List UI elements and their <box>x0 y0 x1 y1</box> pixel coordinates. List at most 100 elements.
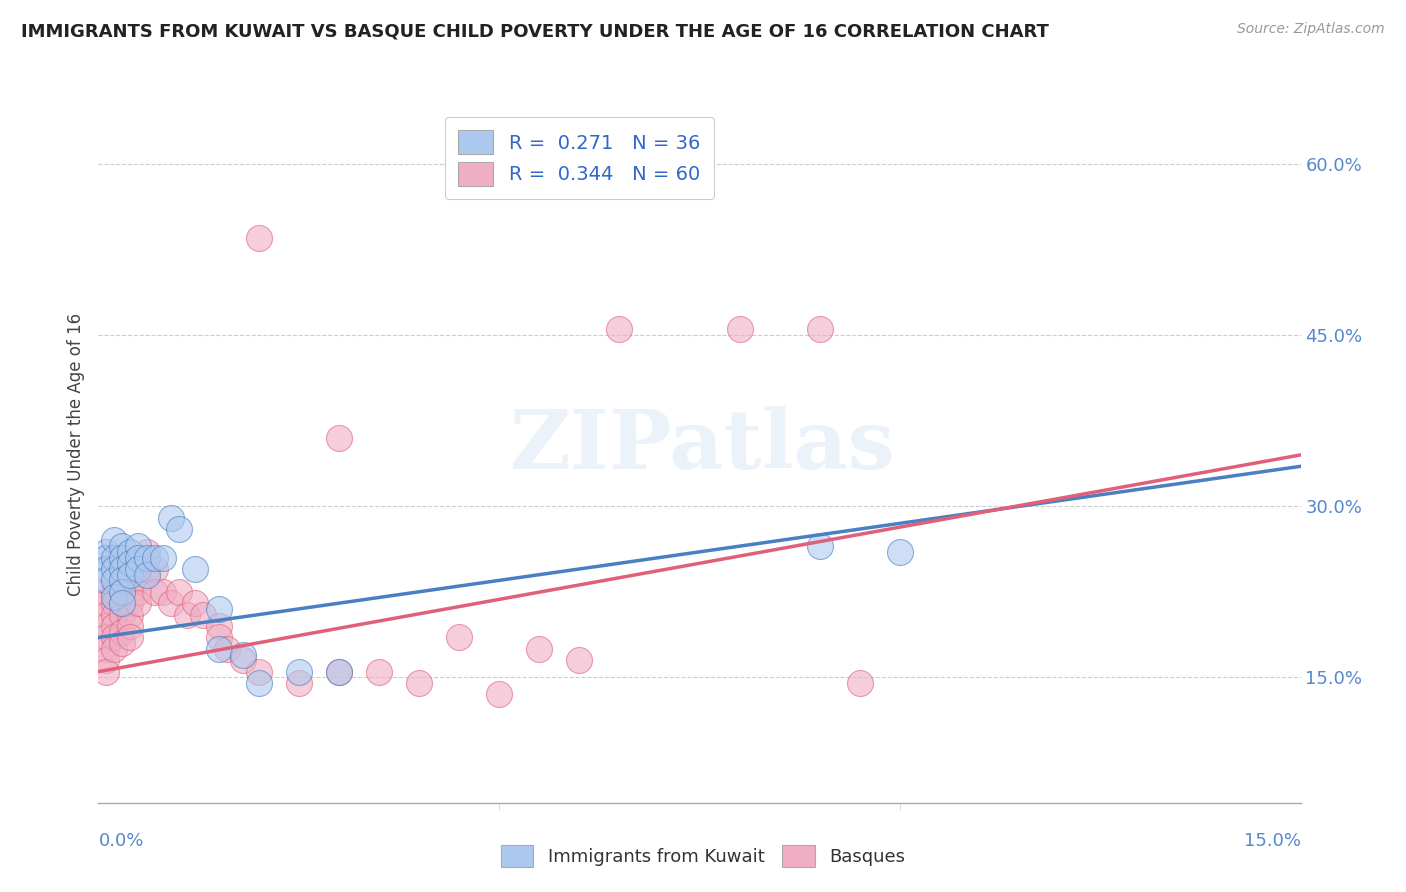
Point <box>568 653 591 667</box>
Point <box>135 567 157 582</box>
Text: ZIPatlas: ZIPatlas <box>510 406 896 486</box>
Point <box>111 550 134 565</box>
Point <box>232 648 254 662</box>
Point <box>215 641 238 656</box>
Point <box>96 584 118 599</box>
Point <box>96 562 118 576</box>
Point <box>447 631 470 645</box>
Point <box>103 596 125 610</box>
Point <box>111 574 134 588</box>
Text: IMMIGRANTS FROM KUWAIT VS BASQUE CHILD POVERTY UNDER THE AGE OF 16 CORRELATION C: IMMIGRANTS FROM KUWAIT VS BASQUE CHILD P… <box>21 22 1049 40</box>
Point <box>120 556 142 570</box>
Point <box>96 574 118 588</box>
Point <box>247 676 270 690</box>
Point <box>120 567 142 582</box>
Point <box>103 631 125 645</box>
Point <box>808 539 831 553</box>
Point <box>135 550 157 565</box>
Point <box>247 665 270 679</box>
Point <box>96 619 118 633</box>
Point <box>111 596 134 610</box>
Legend: Immigrants from Kuwait, Basques: Immigrants from Kuwait, Basques <box>494 838 912 874</box>
Point <box>288 676 311 690</box>
Text: 15.0%: 15.0% <box>1243 832 1301 850</box>
Point <box>96 631 118 645</box>
Point <box>96 653 118 667</box>
Point <box>368 665 391 679</box>
Point <box>167 522 190 536</box>
Point <box>111 584 134 599</box>
Point <box>183 596 205 610</box>
Point <box>111 539 134 553</box>
Point <box>120 545 142 559</box>
Point <box>208 619 231 633</box>
Point <box>111 607 134 622</box>
Point <box>96 596 118 610</box>
Point <box>128 550 150 565</box>
Point <box>191 607 214 622</box>
Point <box>96 545 118 559</box>
Point <box>96 641 118 656</box>
Point <box>120 584 142 599</box>
Point <box>889 545 911 559</box>
Point <box>111 636 134 650</box>
Point <box>111 567 134 582</box>
Point <box>143 562 166 576</box>
Point <box>128 562 150 576</box>
Point <box>103 641 125 656</box>
Point <box>208 641 231 656</box>
Point <box>849 676 872 690</box>
Point <box>159 596 181 610</box>
Point <box>128 596 150 610</box>
Point <box>103 574 125 588</box>
Point <box>288 665 311 679</box>
Point <box>103 584 125 599</box>
Point <box>103 562 125 576</box>
Point <box>120 574 142 588</box>
Point <box>728 322 751 336</box>
Point <box>232 653 254 667</box>
Point <box>159 510 181 524</box>
Point <box>111 624 134 639</box>
Point <box>152 584 174 599</box>
Point <box>120 596 142 610</box>
Point <box>103 533 125 548</box>
Point <box>152 550 174 565</box>
Point <box>128 539 150 553</box>
Point <box>135 545 157 559</box>
Point <box>103 607 125 622</box>
Point <box>120 631 142 645</box>
Point <box>176 607 198 622</box>
Point <box>111 596 134 610</box>
Point <box>143 550 166 565</box>
Point <box>103 574 125 588</box>
Point <box>120 607 142 622</box>
Point <box>609 322 631 336</box>
Point <box>143 584 166 599</box>
Point <box>103 591 125 605</box>
Point <box>111 584 134 599</box>
Point <box>96 607 118 622</box>
Point <box>328 665 350 679</box>
Point <box>183 562 205 576</box>
Text: Source: ZipAtlas.com: Source: ZipAtlas.com <box>1237 22 1385 37</box>
Point <box>128 584 150 599</box>
Point <box>111 562 134 576</box>
Point <box>208 602 231 616</box>
Point <box>128 562 150 576</box>
Point <box>120 619 142 633</box>
Text: 0.0%: 0.0% <box>98 832 143 850</box>
Point <box>208 631 231 645</box>
Point <box>247 231 270 245</box>
Point <box>103 619 125 633</box>
Point <box>328 665 350 679</box>
Point <box>488 688 510 702</box>
Point <box>135 562 157 576</box>
Point <box>808 322 831 336</box>
Point <box>408 676 430 690</box>
Point <box>128 574 150 588</box>
Point <box>103 550 125 565</box>
Point <box>96 550 118 565</box>
Point <box>96 665 118 679</box>
Point <box>328 431 350 445</box>
